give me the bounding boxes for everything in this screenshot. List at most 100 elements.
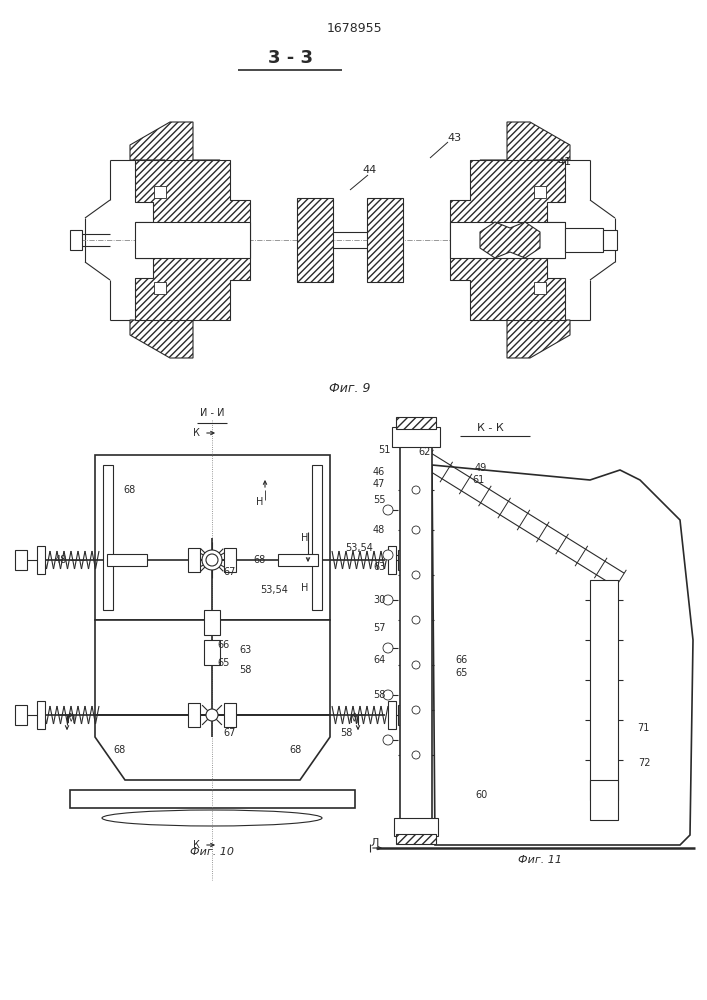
Bar (590, 580, 618, 800)
Bar (103, 465, 113, 610)
Text: 57: 57 (373, 623, 385, 633)
Bar (204, 610, 220, 635)
Text: 55: 55 (373, 495, 385, 505)
Polygon shape (135, 160, 250, 320)
Circle shape (202, 550, 222, 570)
Bar (15, 550, 27, 570)
Bar (278, 554, 318, 566)
Text: 30: 30 (373, 595, 385, 605)
Text: И - И: И - И (200, 408, 224, 418)
Circle shape (412, 661, 420, 669)
Bar (400, 445, 432, 820)
Text: 60: 60 (475, 790, 487, 800)
Polygon shape (480, 295, 570, 358)
Text: 66: 66 (218, 640, 230, 650)
Text: Фиг. 11: Фиг. 11 (518, 855, 562, 865)
Circle shape (383, 550, 393, 560)
Text: 47: 47 (373, 479, 385, 489)
Text: 48: 48 (373, 525, 385, 535)
Text: 53,54: 53,54 (260, 585, 288, 595)
Bar (37, 546, 45, 574)
Text: 67: 67 (224, 728, 236, 738)
Bar (534, 186, 546, 198)
Bar (396, 834, 436, 844)
Bar (154, 282, 166, 294)
Text: К: К (193, 840, 200, 850)
Bar (590, 780, 618, 820)
Text: 68: 68 (114, 745, 126, 755)
Bar (396, 417, 436, 429)
Text: 71: 71 (637, 723, 649, 733)
Text: 61: 61 (472, 475, 484, 485)
Text: К: К (193, 428, 200, 438)
Polygon shape (130, 295, 220, 358)
Circle shape (412, 706, 420, 714)
Bar (388, 546, 396, 574)
Bar (204, 640, 220, 665)
Text: 68: 68 (124, 485, 136, 495)
Text: 41: 41 (558, 157, 572, 167)
Circle shape (206, 709, 218, 721)
Bar (394, 818, 438, 836)
Text: М: М (66, 715, 75, 725)
Bar (312, 465, 322, 610)
Polygon shape (95, 715, 330, 780)
Bar (154, 186, 166, 198)
Polygon shape (450, 160, 565, 320)
Text: К - К: К - К (477, 423, 503, 433)
Circle shape (383, 505, 393, 515)
Text: 66: 66 (455, 655, 467, 665)
Text: Фиг. 9: Фиг. 9 (329, 381, 370, 394)
Text: Н: Н (257, 497, 264, 507)
Text: 65: 65 (455, 668, 467, 678)
Bar (534, 282, 546, 294)
Text: 67: 67 (224, 567, 236, 577)
Text: Фиг. 10: Фиг. 10 (190, 847, 234, 857)
Text: 1678955: 1678955 (326, 21, 382, 34)
Polygon shape (130, 122, 220, 185)
Text: 72: 72 (638, 758, 650, 768)
Text: 63: 63 (373, 562, 385, 572)
Bar (188, 548, 200, 572)
Text: М: М (350, 715, 358, 725)
Bar (450, 222, 565, 258)
Circle shape (383, 595, 393, 605)
Text: 3 - 3: 3 - 3 (267, 49, 312, 67)
Bar (297, 198, 333, 282)
Bar (367, 198, 403, 282)
Circle shape (412, 751, 420, 759)
Bar (107, 554, 147, 566)
Bar (70, 230, 82, 250)
Text: 51: 51 (378, 445, 390, 455)
Text: 46: 46 (373, 467, 385, 477)
Bar (95, 620, 330, 715)
Text: 53,54: 53,54 (345, 543, 373, 553)
Bar (392, 427, 440, 447)
Bar (388, 701, 396, 729)
Text: 68: 68 (289, 745, 301, 755)
Bar (188, 703, 200, 727)
Text: Н: Н (301, 533, 309, 543)
Circle shape (383, 735, 393, 745)
Text: 65: 65 (218, 658, 230, 668)
Bar (95, 455, 330, 620)
Bar (15, 705, 27, 725)
Text: 64: 64 (373, 655, 385, 665)
Text: 58: 58 (373, 690, 385, 700)
Circle shape (412, 616, 420, 624)
Text: 43: 43 (448, 133, 462, 143)
Bar (603, 230, 617, 250)
Circle shape (412, 526, 420, 534)
Circle shape (383, 643, 393, 653)
Text: 58: 58 (239, 665, 251, 675)
Bar (224, 703, 236, 727)
Text: 49: 49 (475, 463, 487, 473)
Text: 63: 63 (239, 645, 251, 655)
Polygon shape (480, 122, 570, 185)
Polygon shape (480, 222, 540, 258)
Bar (224, 548, 236, 572)
Ellipse shape (102, 810, 322, 826)
Bar (37, 701, 45, 729)
Circle shape (206, 554, 218, 566)
Circle shape (412, 571, 420, 579)
